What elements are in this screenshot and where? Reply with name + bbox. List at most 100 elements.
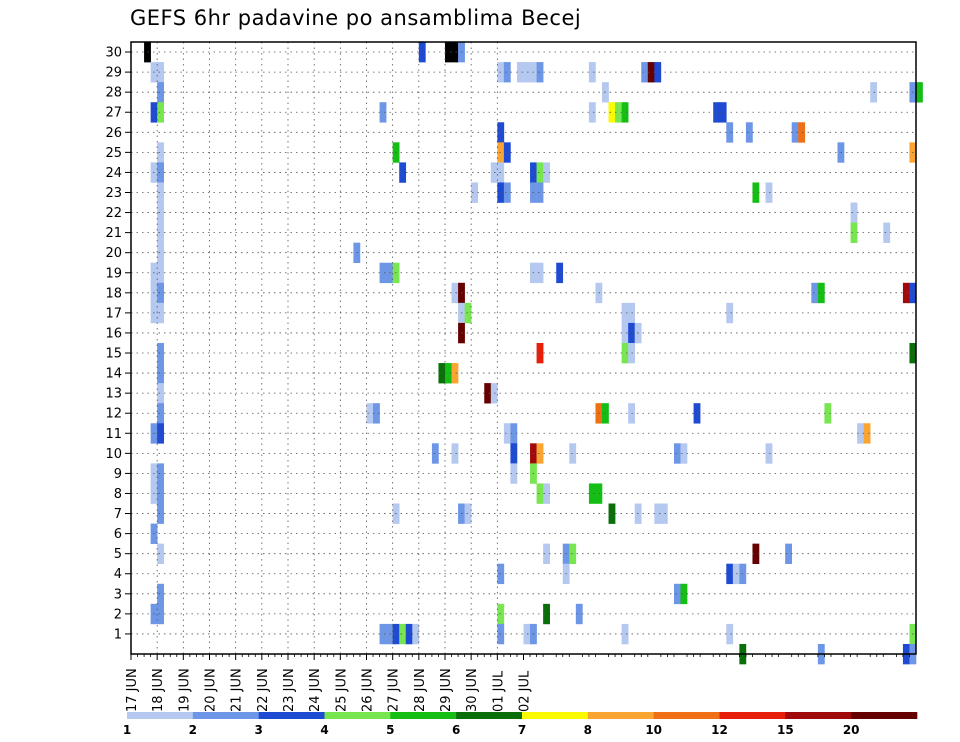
- x-tick-label: 01 JUL: [491, 670, 506, 712]
- legend-swatch: [785, 712, 852, 719]
- heatmap-cell: [588, 102, 596, 123]
- legend-label: 4: [320, 723, 328, 737]
- heatmap-cell: [157, 483, 165, 504]
- axis-layer: 1234567891011121314151617181920212223242…: [105, 41, 917, 712]
- heatmap-cell: [157, 403, 165, 424]
- heatmap-cell: [824, 403, 832, 424]
- heatmap-cell: [673, 443, 681, 464]
- x-tick-label: 24 JUN: [308, 668, 323, 712]
- heatmap-cell: [510, 423, 518, 444]
- x-tick-label: 18 JUN: [151, 668, 166, 712]
- x-tick-label: 28 JUN: [413, 668, 428, 712]
- y-tick-label: 28: [105, 86, 122, 101]
- heatmap-cell: [543, 162, 550, 183]
- heatmap-cell: [451, 443, 459, 464]
- heatmap-cell: [379, 623, 387, 645]
- heatmap-cell: [713, 102, 721, 123]
- x-tick-label: 21 JUN: [230, 668, 245, 712]
- heatmap-cell: [451, 282, 459, 304]
- y-tick-label: 21: [105, 226, 122, 241]
- heatmap-cell: [412, 623, 420, 645]
- chart-title: GEFS 6hr padavine po ansamblima Becej: [130, 6, 582, 30]
- legend-label: 12: [711, 723, 728, 737]
- heatmap-cell: [883, 222, 891, 243]
- y-tick-label: 9: [114, 467, 122, 482]
- heatmap-cell: [726, 302, 734, 324]
- legend-swatch: [653, 712, 720, 719]
- x-tick-label: 25 JUN: [334, 668, 349, 712]
- legend-label: 3: [254, 723, 262, 737]
- x-tick-label: 30 JUN: [465, 668, 480, 712]
- heatmap-cell: [902, 282, 910, 304]
- heatmap-cell: [719, 102, 727, 123]
- y-tick-label: 13: [105, 387, 122, 402]
- heatmap-cell: [157, 603, 165, 625]
- heatmap-cell: [575, 603, 583, 625]
- y-tick-label: 30: [105, 46, 122, 61]
- heatmap-cell: [916, 82, 923, 103]
- y-tick-label: 2: [114, 607, 122, 622]
- heatmap-cell: [157, 383, 165, 404]
- heatmap-cell: [445, 42, 452, 63]
- y-tick-label: 1: [114, 627, 122, 642]
- heatmap-cell: [765, 182, 773, 203]
- x-tick-label: 02 JUL: [518, 670, 533, 712]
- heatmap-cell: [399, 162, 407, 183]
- heatmap-cell: [418, 42, 426, 63]
- heatmap-cell: [863, 423, 871, 444]
- legend-label: 7: [518, 723, 526, 737]
- heatmap-cell: [157, 242, 165, 264]
- y-tick-label: 7: [114, 507, 122, 522]
- heatmap-cell: [523, 623, 531, 645]
- heatmap-cell: [464, 302, 472, 324]
- legend-swatch: [324, 712, 391, 719]
- heatmap-cell: [556, 262, 564, 284]
- y-tick-label: 14: [105, 367, 122, 382]
- heatmap-cell: [157, 202, 165, 223]
- heatmap-cell: [157, 102, 165, 123]
- heatmap-cell: [654, 62, 662, 83]
- heatmap-cell: [726, 623, 734, 645]
- legend-swatch: [851, 712, 918, 719]
- heatmap-cell: [157, 543, 165, 565]
- heatmap-cell: [536, 443, 544, 464]
- heatmap-cell: [621, 322, 629, 344]
- legend-label: 1: [123, 723, 131, 737]
- y-tick-label: 27: [105, 106, 122, 121]
- y-tick-label: 3: [114, 587, 122, 602]
- heatmap-cell: [588, 483, 596, 504]
- heatmap-cell: [471, 182, 479, 203]
- heatmap-cell: [798, 122, 806, 143]
- heatmap-cell: [503, 182, 511, 203]
- x-tick-label: 22 JUN: [256, 668, 271, 712]
- x-tick-label: 27 JUN: [387, 668, 402, 712]
- y-tick-label: 23: [105, 186, 122, 201]
- heatmap-cell: [536, 342, 544, 364]
- y-tick-label: 12: [105, 407, 122, 422]
- heatmap-cell: [536, 62, 544, 83]
- heatmap-cell: [157, 423, 165, 444]
- heatmap-cell: [621, 302, 629, 324]
- heatmap-cell: [157, 302, 165, 324]
- legend-label: 15: [777, 723, 794, 737]
- heatmap-cell: [484, 383, 492, 404]
- heatmap-cell: [157, 262, 165, 284]
- heatmap-cell: [157, 182, 165, 203]
- heatmap-cell: [543, 543, 550, 565]
- heatmap-cell: [543, 483, 550, 504]
- heatmap-cell: [157, 342, 165, 364]
- heatmap-cell: [405, 623, 413, 645]
- heatmap-cell: [536, 262, 544, 284]
- heatmap-cell: [765, 443, 773, 464]
- heatmap-cell: [752, 543, 760, 565]
- heatmap-cell: [157, 583, 165, 605]
- y-tick-label: 18: [105, 286, 122, 301]
- heatmap-cell: [745, 122, 753, 143]
- heatmap-cell: [726, 122, 734, 143]
- legend-label: 10: [645, 723, 662, 737]
- heatmap-cell: [399, 623, 407, 645]
- heatmap-cell: [157, 503, 165, 524]
- heatmap-cell: [615, 102, 622, 123]
- heatmap-cell: [726, 563, 734, 585]
- heatmap-cell: [157, 162, 165, 183]
